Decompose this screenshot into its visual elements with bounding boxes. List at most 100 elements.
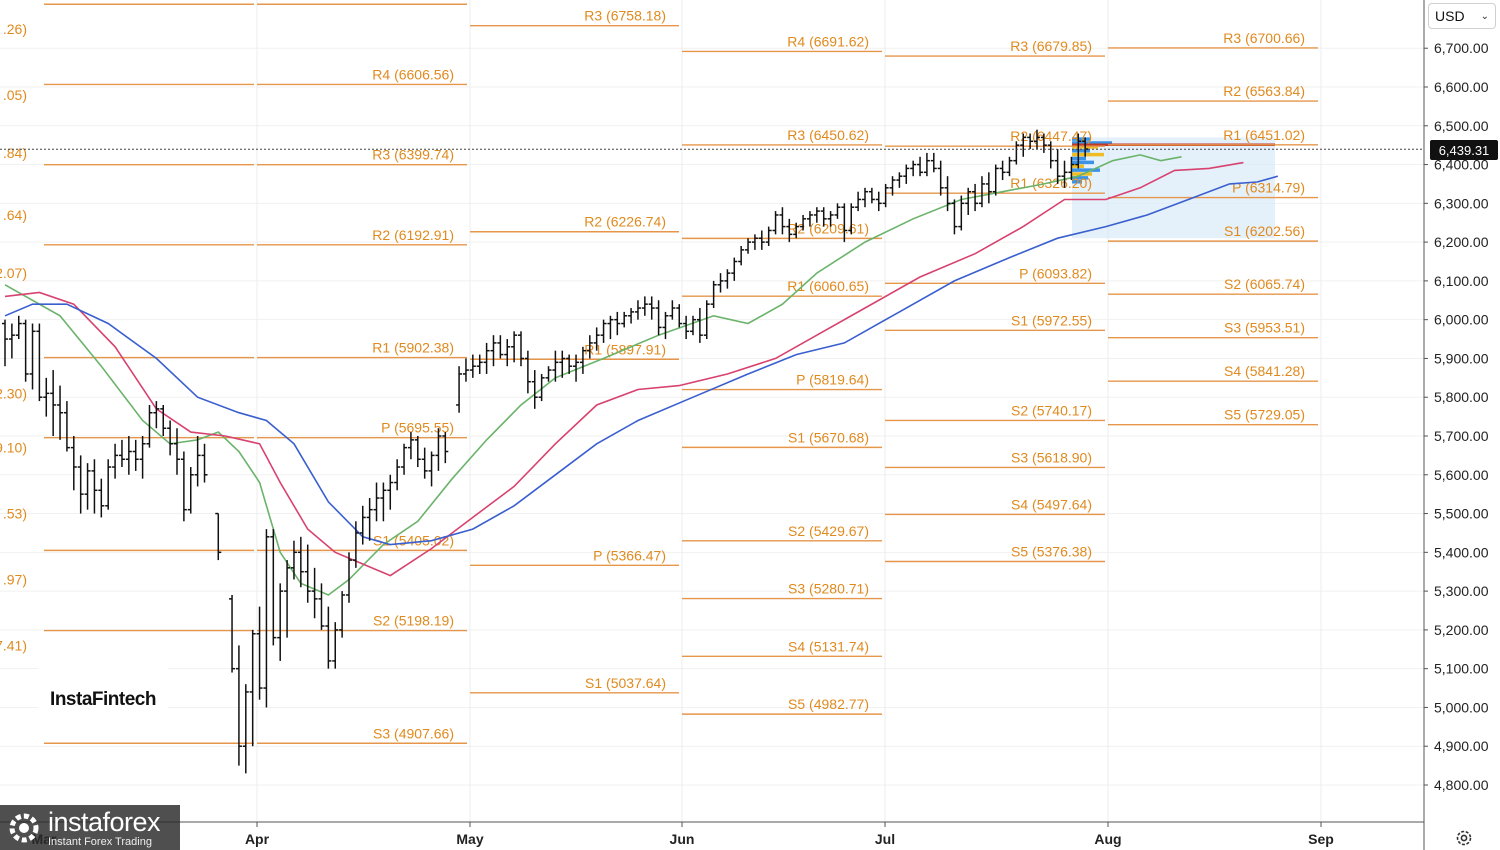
ma-line-ma-medium — [4, 161, 1244, 577]
ohlc-bar — [180, 451, 187, 522]
ohlc-bar — [332, 622, 339, 669]
pivot-label-mar-r4: .05) — [3, 87, 27, 103]
ohlc-bar — [552, 350, 559, 382]
ohlc-bar — [311, 567, 318, 619]
ohlc-bar — [36, 323, 43, 402]
volume-profile-bar — [1072, 141, 1112, 145]
ohlc-bar — [132, 439, 139, 471]
ohlc-bar — [43, 377, 50, 417]
pivot-label-aug-s3: S3 (5953.51) — [1224, 320, 1305, 336]
pivot-label-may-p: P (5366.47) — [593, 547, 666, 563]
pivot-label-jul-s4: S4 (5497.64) — [1011, 496, 1092, 512]
ohlc-bar — [765, 226, 772, 246]
ohlc-bar — [614, 311, 621, 336]
pivot-label-aug-s1: S1 (6202.56) — [1224, 223, 1305, 239]
y-tick-label: 5,500.00 — [1434, 506, 1489, 522]
ohlc-bar — [559, 350, 566, 378]
y-tick-label: 6,500.00 — [1434, 118, 1489, 134]
ohlc-bar — [793, 222, 800, 239]
ohlc-bar — [518, 331, 524, 367]
ohlc-bar — [462, 358, 469, 382]
ohlc-bar — [683, 315, 690, 340]
ohlc-bar — [827, 211, 834, 227]
pivot-label-aug-r3: R3 (6700.66) — [1223, 30, 1305, 46]
ohlc-bar — [731, 257, 738, 281]
ohlc-bar — [98, 478, 105, 518]
ohlc-bar — [524, 350, 531, 394]
ohlc-bar — [84, 463, 91, 510]
ohlc-bar — [153, 401, 160, 429]
instaforex-brand: instaforex — [48, 806, 161, 837]
ohlc-bar — [504, 339, 511, 367]
ohlc-bar — [421, 447, 428, 479]
ohlc-bar — [985, 172, 992, 204]
pivot-label-apr-r1: R1 (5902.38) — [372, 340, 454, 356]
ohlc-bar — [428, 451, 435, 487]
ohlc-bar — [174, 428, 180, 475]
ohlc-bar — [270, 529, 277, 646]
y-tick-label: 5,700.00 — [1434, 428, 1489, 444]
ohlc-bar — [628, 308, 635, 324]
ohlc-bar — [972, 183, 979, 212]
ohlc-bar — [118, 439, 125, 468]
chevron-down-icon: ⌄ — [1480, 10, 1489, 22]
y-tick-label: 5,000.00 — [1434, 699, 1489, 715]
ohlc-bar — [1075, 133, 1082, 169]
ohlc-bar — [978, 176, 985, 208]
instafintech-text: InstaFintech — [50, 689, 156, 710]
ohlc-bar — [772, 211, 779, 235]
ohlc-bar — [366, 498, 373, 541]
pivot-label-apr-r4: R4 (6606.56) — [372, 66, 454, 82]
ohlc-bar — [105, 459, 112, 510]
y-tick-label: 4,800.00 — [1434, 777, 1489, 793]
ohlc-bar — [690, 315, 696, 336]
y-tick-label: 6,200.00 — [1434, 234, 1489, 250]
current-price-label: 6,439.31 — [1438, 142, 1490, 158]
ohlc-bar — [676, 304, 683, 328]
pivot-label-jul-s2: S2 (5740.17) — [1011, 402, 1092, 418]
y-tick-label: 6,400.00 — [1434, 157, 1489, 173]
ohlc-bar — [304, 544, 311, 603]
settings-gear-icon[interactable] — [1454, 828, 1474, 848]
ohlc-bar — [456, 366, 463, 413]
currency-select[interactable]: USD ⌄ — [1428, 3, 1496, 29]
pivot-label-mar-r1: 2.07) — [0, 265, 27, 281]
pivot-label-jul-s1: S1 (5972.55) — [1011, 312, 1092, 328]
ohlc-bar — [414, 435, 421, 468]
ohlc-bar — [50, 370, 57, 436]
pivot-label-mar-r2: .64) — [3, 207, 27, 223]
instafintech-watermark: InstaFintech — [38, 664, 168, 736]
ohlc-bar — [958, 195, 965, 231]
x-tick-label-may: May — [456, 831, 483, 847]
ohlc-bar — [806, 211, 813, 227]
y-tick-label: 6,700.00 — [1434, 40, 1489, 56]
pivot-label-mar-s2: .53) — [3, 506, 27, 522]
pivot-label-aug-s4: S4 (5841.28) — [1224, 363, 1305, 379]
ohlc-bar — [820, 207, 827, 227]
y-tick-label: 5,900.00 — [1434, 350, 1489, 366]
volume-profile-bar — [1072, 176, 1088, 180]
pivot-label-aug-p: P (6314.79) — [1232, 180, 1305, 196]
ohlc-bar — [297, 536, 304, 588]
y-tick-label: 5,800.00 — [1434, 389, 1489, 405]
ohlc-bar — [242, 684, 249, 774]
ohlc-bar — [545, 366, 552, 382]
pivot-label-apr-s3: S3 (4907.66) — [373, 725, 454, 741]
ohlc-bar — [758, 230, 765, 250]
pivot-label-aug-r1: R1 (6451.02) — [1223, 127, 1305, 143]
ohlc-bar — [235, 645, 242, 766]
volume-profile-bar — [1072, 137, 1090, 141]
ohlc-bar — [339, 591, 346, 638]
pivot-label-jun-r3: R3 (6450.62) — [787, 127, 869, 143]
ohlc-bar — [469, 354, 476, 378]
y-tick-label: 5,300.00 — [1434, 583, 1489, 599]
volume-profile-bar — [1072, 180, 1082, 184]
ohlc-bar — [1061, 160, 1068, 188]
ohlc-bar — [944, 176, 951, 212]
ohlc-bar — [256, 606, 263, 700]
ohlc-bar — [435, 428, 442, 471]
ohlc-bar — [882, 183, 889, 208]
ohlc-bar — [600, 319, 607, 343]
ohlc-bar — [511, 331, 518, 363]
